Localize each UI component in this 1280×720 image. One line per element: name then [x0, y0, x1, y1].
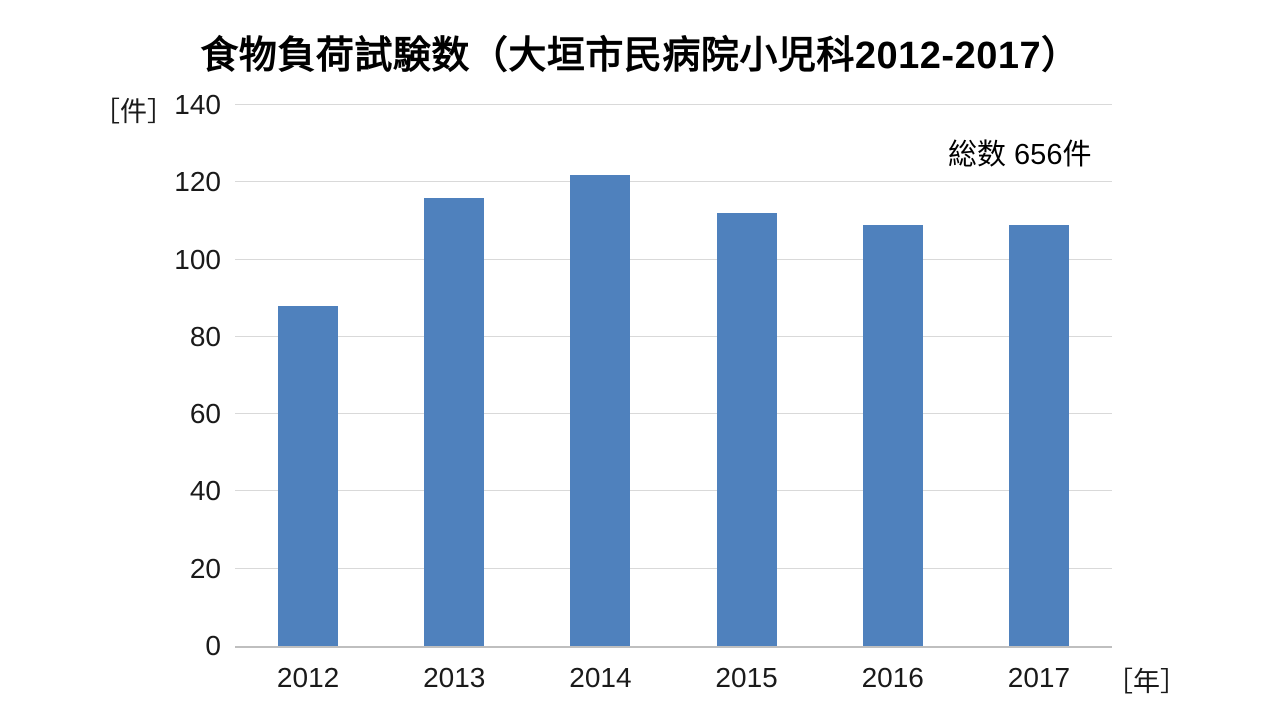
- y-tick-label-80: 80: [189, 320, 221, 352]
- y-tick-label-140: 140: [174, 89, 221, 120]
- chart-title: 食物負荷試験数（大垣市民病院小児科2012-2017）: [200, 35, 1080, 77]
- x-tick-label-2014: 2014: [569, 662, 632, 693]
- x-tick-label-2017: 2017: [1007, 662, 1071, 693]
- y-tick-label-100: 100: [174, 243, 221, 275]
- y-tick-label-60: 60: [189, 398, 221, 430]
- y-tick-label-40: 40: [189, 475, 221, 507]
- category-slot-2013: 2013: [381, 105, 527, 693]
- gridline-40: [235, 490, 1112, 492]
- x-tick-label-2015: 2015: [715, 662, 778, 693]
- bar-2016: [862, 224, 923, 646]
- bar-2017: [1008, 224, 1069, 646]
- y-tick-label-0: 0: [205, 630, 221, 661]
- y-axis-unit-label: ［件］: [93, 97, 174, 127]
- category-slot-2014: 2014: [527, 105, 673, 693]
- gridline-80: [235, 335, 1112, 337]
- bar-2013: [424, 197, 485, 646]
- category-slot-2016: 2016: [820, 105, 966, 693]
- y-tick-label-120: 120: [174, 166, 221, 198]
- total-annotation: 総数 656件: [948, 139, 1092, 171]
- category-slot-2015: 2015: [674, 105, 820, 693]
- x-tick-label-2012: 2012: [276, 662, 340, 693]
- x-tick-label-2013: 2013: [423, 662, 486, 693]
- y-tick-label-20: 20: [189, 552, 221, 584]
- bar-2014: [570, 174, 631, 646]
- bar-2012: [278, 305, 339, 646]
- gridline-60: [235, 413, 1112, 415]
- x-axis-unit-label: ［年］: [1106, 667, 1187, 697]
- category-slot-2017: 2017: [966, 105, 1112, 693]
- gridline-100: [235, 258, 1112, 260]
- x-tick-label-2016: 2016: [861, 662, 924, 693]
- gridline-120: [235, 181, 1112, 183]
- category-slot-2012: 2012: [235, 105, 381, 693]
- bar-2015: [716, 213, 777, 646]
- gridline-20: [235, 567, 1112, 569]
- plot-area: 0 20 40 60 80 100 120 140 2012 2013 2014 2015 2016 20…: [174, 89, 1112, 693]
- gridline-140: [235, 104, 1112, 105]
